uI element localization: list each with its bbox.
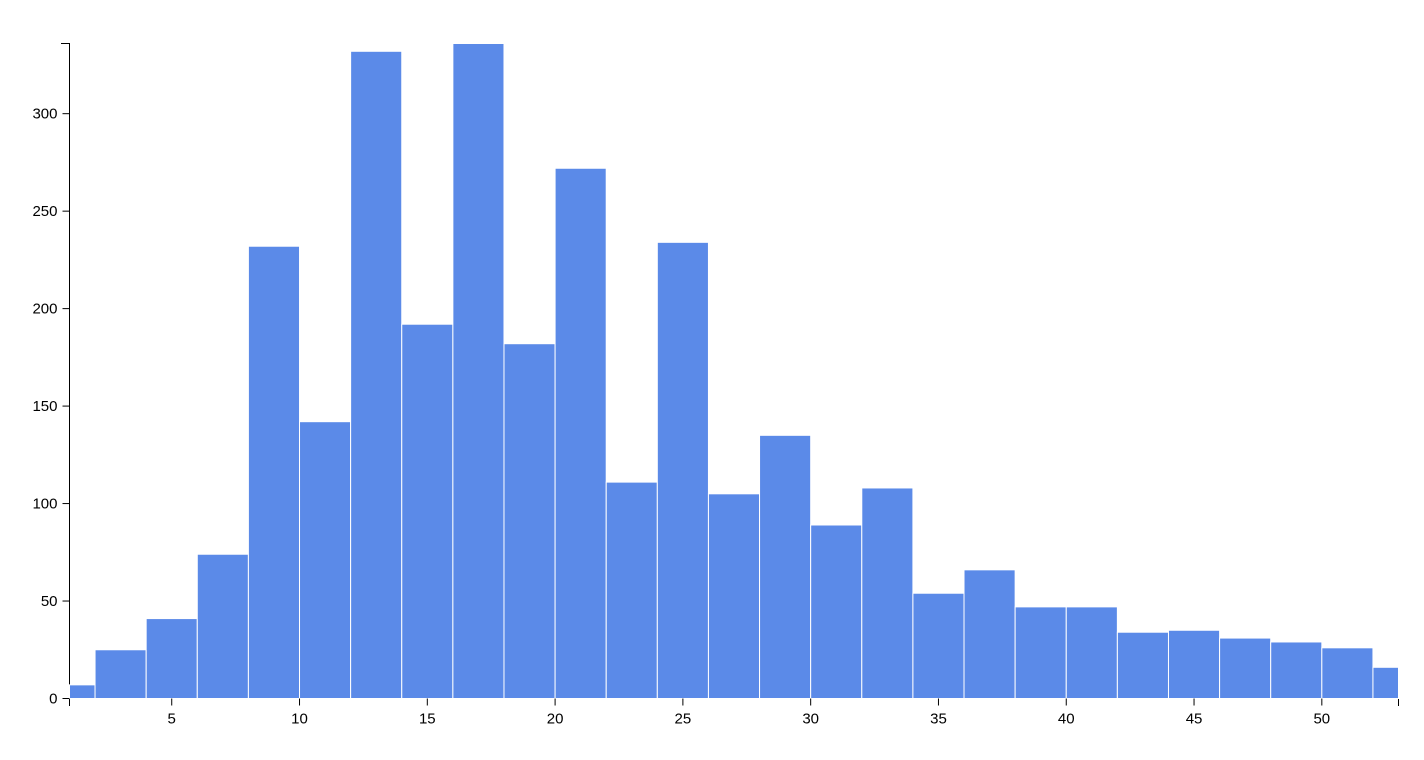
x-tick-label: 35: [930, 711, 947, 728]
bar: [247, 245, 301, 699]
x-axis: [69, 698, 1399, 706]
bar: [861, 487, 914, 700]
bar: [963, 569, 1016, 700]
y-tick-label: 200: [32, 301, 57, 318]
bar: [1014, 606, 1067, 700]
bar: [912, 592, 965, 699]
x-tick-label: 5: [168, 711, 176, 728]
y-tick-label: 250: [32, 203, 57, 220]
x-tick-label: 10: [291, 711, 308, 728]
bar: [656, 241, 709, 699]
x-tick-label: 30: [802, 711, 819, 728]
x-tick-label: 45: [1186, 711, 1203, 728]
x-tick-label: 40: [1058, 711, 1075, 728]
bar: [401, 323, 454, 699]
bar: [759, 434, 812, 699]
bar: [1321, 647, 1374, 700]
x-tick-label: 50: [1313, 711, 1330, 728]
bar: [1372, 666, 1399, 699]
bar: [350, 50, 403, 700]
x-tick-label: 15: [419, 711, 436, 728]
bar: [810, 524, 863, 700]
bar: [196, 553, 249, 699]
y-tick-label: 300: [32, 106, 57, 123]
bar: [94, 649, 147, 700]
y-tick-label: 50: [41, 593, 58, 610]
bar: [1270, 641, 1323, 700]
y-tick-label: 150: [32, 398, 57, 415]
bar: [605, 481, 658, 699]
bar: [1065, 606, 1118, 700]
x-tick-label: 20: [547, 711, 564, 728]
bar: [69, 684, 96, 700]
bar: [1167, 629, 1221, 699]
y-tick-label: 0: [49, 691, 57, 708]
x-tick-label: 25: [675, 711, 692, 728]
bar: [1219, 637, 1272, 700]
bar: [299, 421, 352, 699]
bar: [452, 43, 505, 699]
bar: [1116, 631, 1169, 699]
y-tick-label: 100: [32, 496, 57, 513]
bar: [554, 167, 607, 699]
y-axis: [61, 43, 70, 699]
bar: [145, 618, 198, 699]
bar: [707, 493, 761, 699]
bar: [503, 343, 556, 699]
